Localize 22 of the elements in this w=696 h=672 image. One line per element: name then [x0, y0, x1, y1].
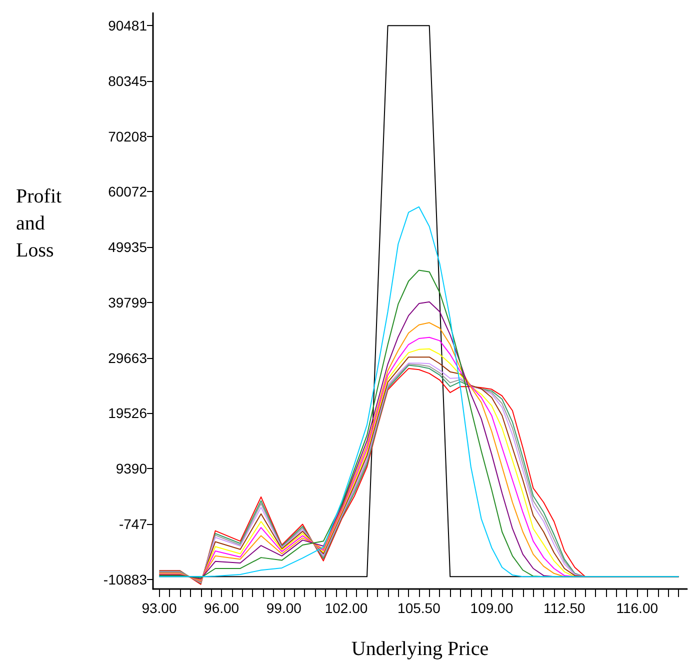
x-tick-label: 96.00: [204, 600, 240, 616]
y-axis-title: Profit and Loss: [16, 186, 62, 262]
y-tick-label: 90481: [108, 18, 148, 34]
y-tick-label: 19526: [108, 405, 148, 422]
y-tick-label: 49935: [108, 239, 148, 256]
x-tick-label: 116.00: [616, 600, 658, 616]
line-series: [158, 206, 680, 578]
y-tick-label: 9390: [116, 460, 148, 477]
y-tick-label: 70208: [108, 128, 148, 144]
x-tick-label: 109.00: [470, 600, 514, 616]
y-tick-label: 39799: [108, 294, 148, 310]
x-tick-label: 99.00: [266, 600, 302, 616]
x-tick-label: 102.00: [324, 600, 368, 616]
x-tick-label: 105.50: [398, 600, 441, 616]
y-tick-label: 60072: [108, 184, 148, 200]
x-tick-label: 112.50: [544, 600, 586, 616]
x-tick-label: 93.00: [142, 600, 177, 616]
y-tick-label: 29663: [108, 350, 148, 366]
y-tick-label: -10883: [103, 571, 148, 588]
y-tick-label: 80345: [108, 72, 148, 89]
x-axis-title: Underlying Price: [351, 638, 489, 660]
y-tick-label: -747: [118, 516, 148, 532]
